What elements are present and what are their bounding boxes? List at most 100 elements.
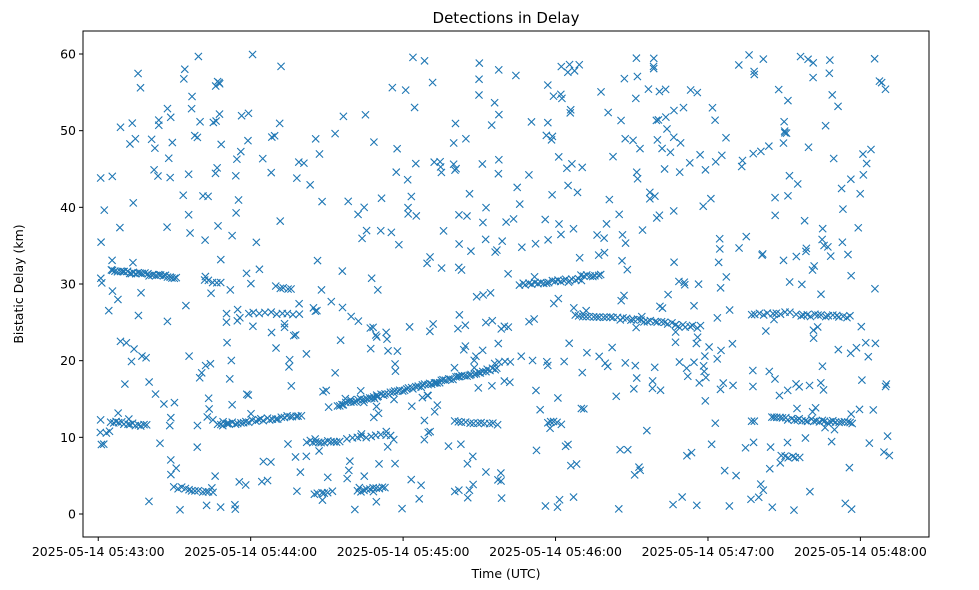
detection-point xyxy=(780,117,789,126)
detection-point xyxy=(401,86,410,95)
detection-point xyxy=(548,190,557,199)
detection-point xyxy=(455,310,464,319)
detection-point xyxy=(776,310,785,319)
detection-point xyxy=(679,103,688,112)
detection-point xyxy=(750,70,759,79)
detection-point xyxy=(205,404,214,413)
detection-point xyxy=(367,432,376,441)
detection-point xyxy=(451,119,460,128)
detection-point xyxy=(617,296,626,305)
detection-point xyxy=(553,418,562,427)
detection-point xyxy=(222,318,231,327)
detection-point xyxy=(785,171,794,180)
detection-point xyxy=(374,409,383,418)
detection-point xyxy=(754,493,763,502)
detection-point xyxy=(116,337,125,346)
detection-point xyxy=(428,78,437,87)
detection-point xyxy=(759,486,768,495)
detection-point xyxy=(433,378,442,387)
detection-point xyxy=(344,466,353,475)
detection-point xyxy=(455,240,464,248)
detection-point xyxy=(612,392,621,401)
detection-point xyxy=(376,226,385,235)
detection-point xyxy=(741,443,750,452)
detection-point xyxy=(693,88,702,97)
detection-point xyxy=(154,116,163,125)
detection-point xyxy=(675,358,684,367)
detection-point xyxy=(800,216,809,225)
detection-point xyxy=(801,434,810,443)
detection-point xyxy=(223,419,232,428)
detection-point xyxy=(555,220,563,229)
detection-point xyxy=(768,503,777,512)
detection-point xyxy=(166,413,175,422)
detection-point xyxy=(645,194,654,203)
detection-point xyxy=(485,419,494,428)
detection-point xyxy=(555,495,564,504)
detection-point xyxy=(654,115,663,124)
detection-point xyxy=(206,359,215,368)
detection-point xyxy=(735,244,744,252)
detection-point xyxy=(569,493,578,502)
detection-point xyxy=(492,364,501,373)
detection-point xyxy=(649,54,658,63)
detection-point xyxy=(233,316,242,325)
detection-point xyxy=(449,160,458,169)
detection-point xyxy=(680,278,689,287)
detection-point xyxy=(783,96,792,105)
detection-point xyxy=(166,455,175,464)
detection-point xyxy=(346,395,355,404)
detection-point xyxy=(163,223,172,232)
y-tick-label: 50 xyxy=(60,123,76,138)
detection-point xyxy=(145,271,154,280)
detection-point xyxy=(701,165,710,174)
detection-point xyxy=(188,92,197,101)
detection-point xyxy=(487,121,496,130)
detection-point xyxy=(153,172,162,181)
detection-point xyxy=(818,235,827,244)
detection-point xyxy=(150,144,159,153)
detection-point xyxy=(711,419,720,428)
detection-point xyxy=(565,339,574,348)
detection-point xyxy=(461,321,470,330)
detection-point xyxy=(487,381,496,390)
detection-point xyxy=(747,310,756,319)
detection-point xyxy=(871,339,880,348)
detection-point xyxy=(829,154,838,163)
detection-point xyxy=(525,317,534,326)
detection-point xyxy=(381,389,390,398)
detection-point xyxy=(392,168,401,177)
detection-point xyxy=(478,218,487,227)
detection-point xyxy=(660,164,669,173)
detection-point xyxy=(669,133,678,142)
detection-point xyxy=(632,54,641,63)
y-tick-label: 10 xyxy=(60,430,76,445)
detection-point xyxy=(383,442,392,451)
detection-point xyxy=(846,418,855,427)
detection-point xyxy=(561,442,570,451)
detection-point xyxy=(699,202,708,211)
detection-point xyxy=(716,385,725,394)
x-tick-label: 2025-05-14 05:45:00 xyxy=(337,544,470,559)
detection-point xyxy=(548,132,557,141)
detection-point xyxy=(383,335,392,344)
detection-point xyxy=(658,304,667,313)
detection-point xyxy=(114,418,123,427)
detection-point xyxy=(497,494,506,503)
detection-point xyxy=(324,403,333,412)
detection-point xyxy=(861,338,870,347)
detection-point xyxy=(713,354,722,363)
detection-point xyxy=(452,372,461,381)
detection-point xyxy=(690,301,699,310)
detection-point xyxy=(288,310,297,319)
detection-point xyxy=(560,357,569,366)
detection-point xyxy=(436,162,445,171)
detection-point xyxy=(332,438,341,447)
detection-point xyxy=(423,391,432,400)
detection-point xyxy=(531,386,540,395)
detection-point xyxy=(652,116,661,125)
detection-point xyxy=(201,236,210,245)
detection-point xyxy=(393,347,402,356)
detection-point xyxy=(236,147,245,156)
detection-point xyxy=(470,370,479,379)
